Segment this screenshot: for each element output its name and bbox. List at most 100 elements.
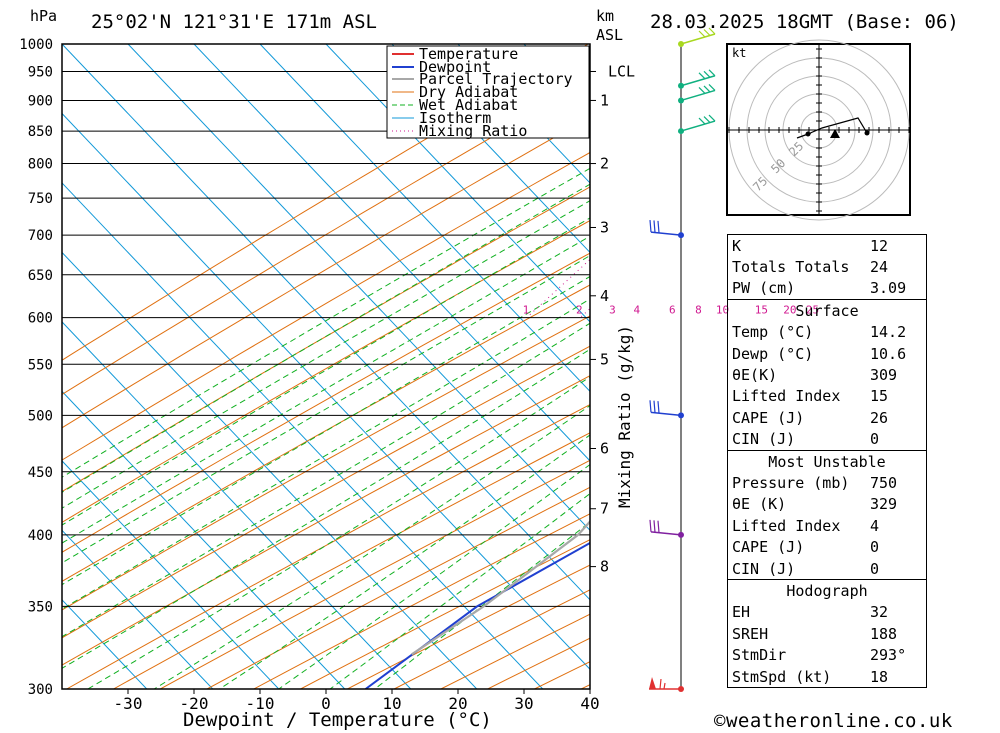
wind-barb-feather [657, 520, 660, 533]
pressure-tick-label: 950 [28, 64, 53, 80]
pressure-tick-label: 500 [28, 408, 53, 424]
wind-barb-feather [703, 29, 711, 36]
mu-row-cin: CIN (J) 0 [728, 558, 927, 580]
pressure-tick-label: 750 [28, 191, 53, 207]
wind-barb-feather [653, 400, 656, 413]
mu-row-pressure: Pressure (mb) 750 [728, 472, 927, 493]
mixing-ratio-label: 10 [716, 304, 729, 317]
index-label: CAPE (J) [732, 408, 805, 427]
index-value: 188 [870, 624, 898, 643]
legend-mixing-ratio: Mixing Ratio [419, 122, 527, 140]
index-value: 0 [870, 559, 880, 578]
index-label: CAPE (J) [732, 538, 805, 557]
mixing-ratio-label: 4 [633, 304, 640, 317]
index-label: K [732, 236, 742, 255]
mixing-ratio-label: 3 [609, 304, 616, 317]
index-label: CIN (J) [732, 430, 796, 449]
legend-dry-adiabat: Dry Adiabat [419, 83, 518, 101]
pressure-tick-label: 700 [28, 228, 53, 244]
wind-barb-feather [703, 116, 711, 123]
legend-temperature: Temperature [419, 45, 518, 63]
wind-barb-feather [649, 400, 652, 413]
height-tick-label: 7 [600, 500, 609, 518]
wind-barb-feather [649, 220, 652, 233]
mu-row-cape: CAPE (J) 0 [728, 536, 927, 557]
wind-barb-feather [703, 85, 711, 93]
index-label: EH [732, 603, 751, 622]
pressure-tick-label: 850 [28, 124, 53, 140]
dry-adiabat-line [62, 284, 590, 582]
wind-barb-feather [708, 27, 716, 35]
dry-adiabat-line [62, 315, 590, 611]
wet-adiabat-line [278, 463, 590, 689]
pressure-unit-label: hPa [30, 7, 57, 25]
x-tick-label: -10 [246, 694, 275, 713]
index-label: Pressure (mb) [732, 473, 850, 492]
index-value: 10.6 [870, 344, 907, 363]
pressure-tick-label: 650 [28, 268, 53, 284]
height-tick-label: 8 [600, 558, 609, 576]
x-tick-label: -20 [180, 694, 209, 713]
hodo-row-stmdir: StmDir 293° [728, 644, 927, 665]
index-value: 329 [870, 495, 898, 514]
index-row-k: K 12 [728, 235, 927, 257]
mixing-ratio-label: 8 [695, 304, 702, 317]
wind-barb-feather [698, 117, 706, 125]
wind-barb-feather [703, 70, 711, 78]
most-unstable-title: Most Unstable [768, 452, 886, 471]
x-tick-label: -30 [114, 694, 143, 713]
mixing-ratio-label: 15 [755, 304, 768, 317]
wind-barb-column [649, 27, 716, 692]
height-tick-label: 4 [600, 287, 609, 305]
mixing-ratio-label: 1 [523, 304, 530, 317]
pressure-axis: 300 350 400 450 500 550 600 650 700 750 800 850 900 9… [19, 37, 53, 698]
hodograph-title: Hodograph [786, 581, 868, 600]
legend-wet-adiabat: Wet Adiabat [419, 96, 518, 114]
wind-barb-feather [649, 519, 652, 532]
indices-table: K 12 Totals Totals 24 PW (cm) 3.09 Surface … [727, 234, 927, 688]
wind-barb-feather [657, 401, 660, 414]
surface-header-row: Surface [728, 300, 927, 322]
height-unit-label: km [596, 7, 614, 25]
x-tick-label: 40 [580, 694, 599, 713]
index-label: θE(K) [732, 366, 778, 385]
pressure-tick-label: 300 [28, 682, 53, 698]
pressure-tick-label: 450 [28, 465, 53, 481]
index-label: SREH [732, 624, 769, 643]
hodo-row-sreh: SREH 188 [728, 623, 927, 644]
mixing-ratio-label: 25 [806, 304, 819, 317]
index-label: StmDir [732, 646, 787, 665]
wind-barb-flag [649, 677, 656, 689]
wind-barb-feather [708, 114, 716, 122]
surface-row-temp: Temp (°C) 14.2 [728, 322, 927, 343]
surface-row-li: Lifted Index 15 [728, 386, 927, 407]
legend-isotherm: Isotherm [419, 109, 491, 127]
surface-row-cape: CAPE (J) 26 [728, 407, 927, 428]
legend-dewpoint: Dewpoint [419, 58, 491, 76]
location-title: 25°02'N 121°31'E 171m ASL [91, 11, 377, 33]
surface-row-cin: CIN (J) 0 [728, 429, 927, 451]
dry-adiabat-line [206, 486, 590, 689]
hodo-row-stmspd: StmSpd (kt) 18 [728, 666, 927, 688]
copyright-link[interactable]: ©weatheronline.co.uk [714, 710, 953, 732]
isotherm-line [193, 44, 590, 462]
index-row-pw: PW (cm) 3.09 [728, 278, 927, 300]
pressure-tick-label: 550 [28, 357, 53, 373]
index-value: 15 [870, 387, 889, 406]
isotherm-line [391, 44, 590, 254]
hodograph-point [805, 131, 811, 137]
surface-row-dewp: Dewp (°C) 10.6 [728, 343, 927, 364]
index-value: 4 [870, 516, 880, 535]
surface-row-theta: θE(K) 309 [728, 364, 927, 385]
isotherm-line [62, 182, 544, 689]
isotherm-line [62, 460, 280, 689]
index-value: 12 [870, 236, 889, 255]
surface-title: Surface [795, 301, 859, 320]
dry-adiabat-line [62, 79, 590, 396]
index-value: 24 [870, 258, 889, 277]
index-label: Lifted Index [732, 516, 841, 535]
index-value: 32 [870, 603, 889, 622]
x-tick-label: 30 [514, 694, 533, 713]
